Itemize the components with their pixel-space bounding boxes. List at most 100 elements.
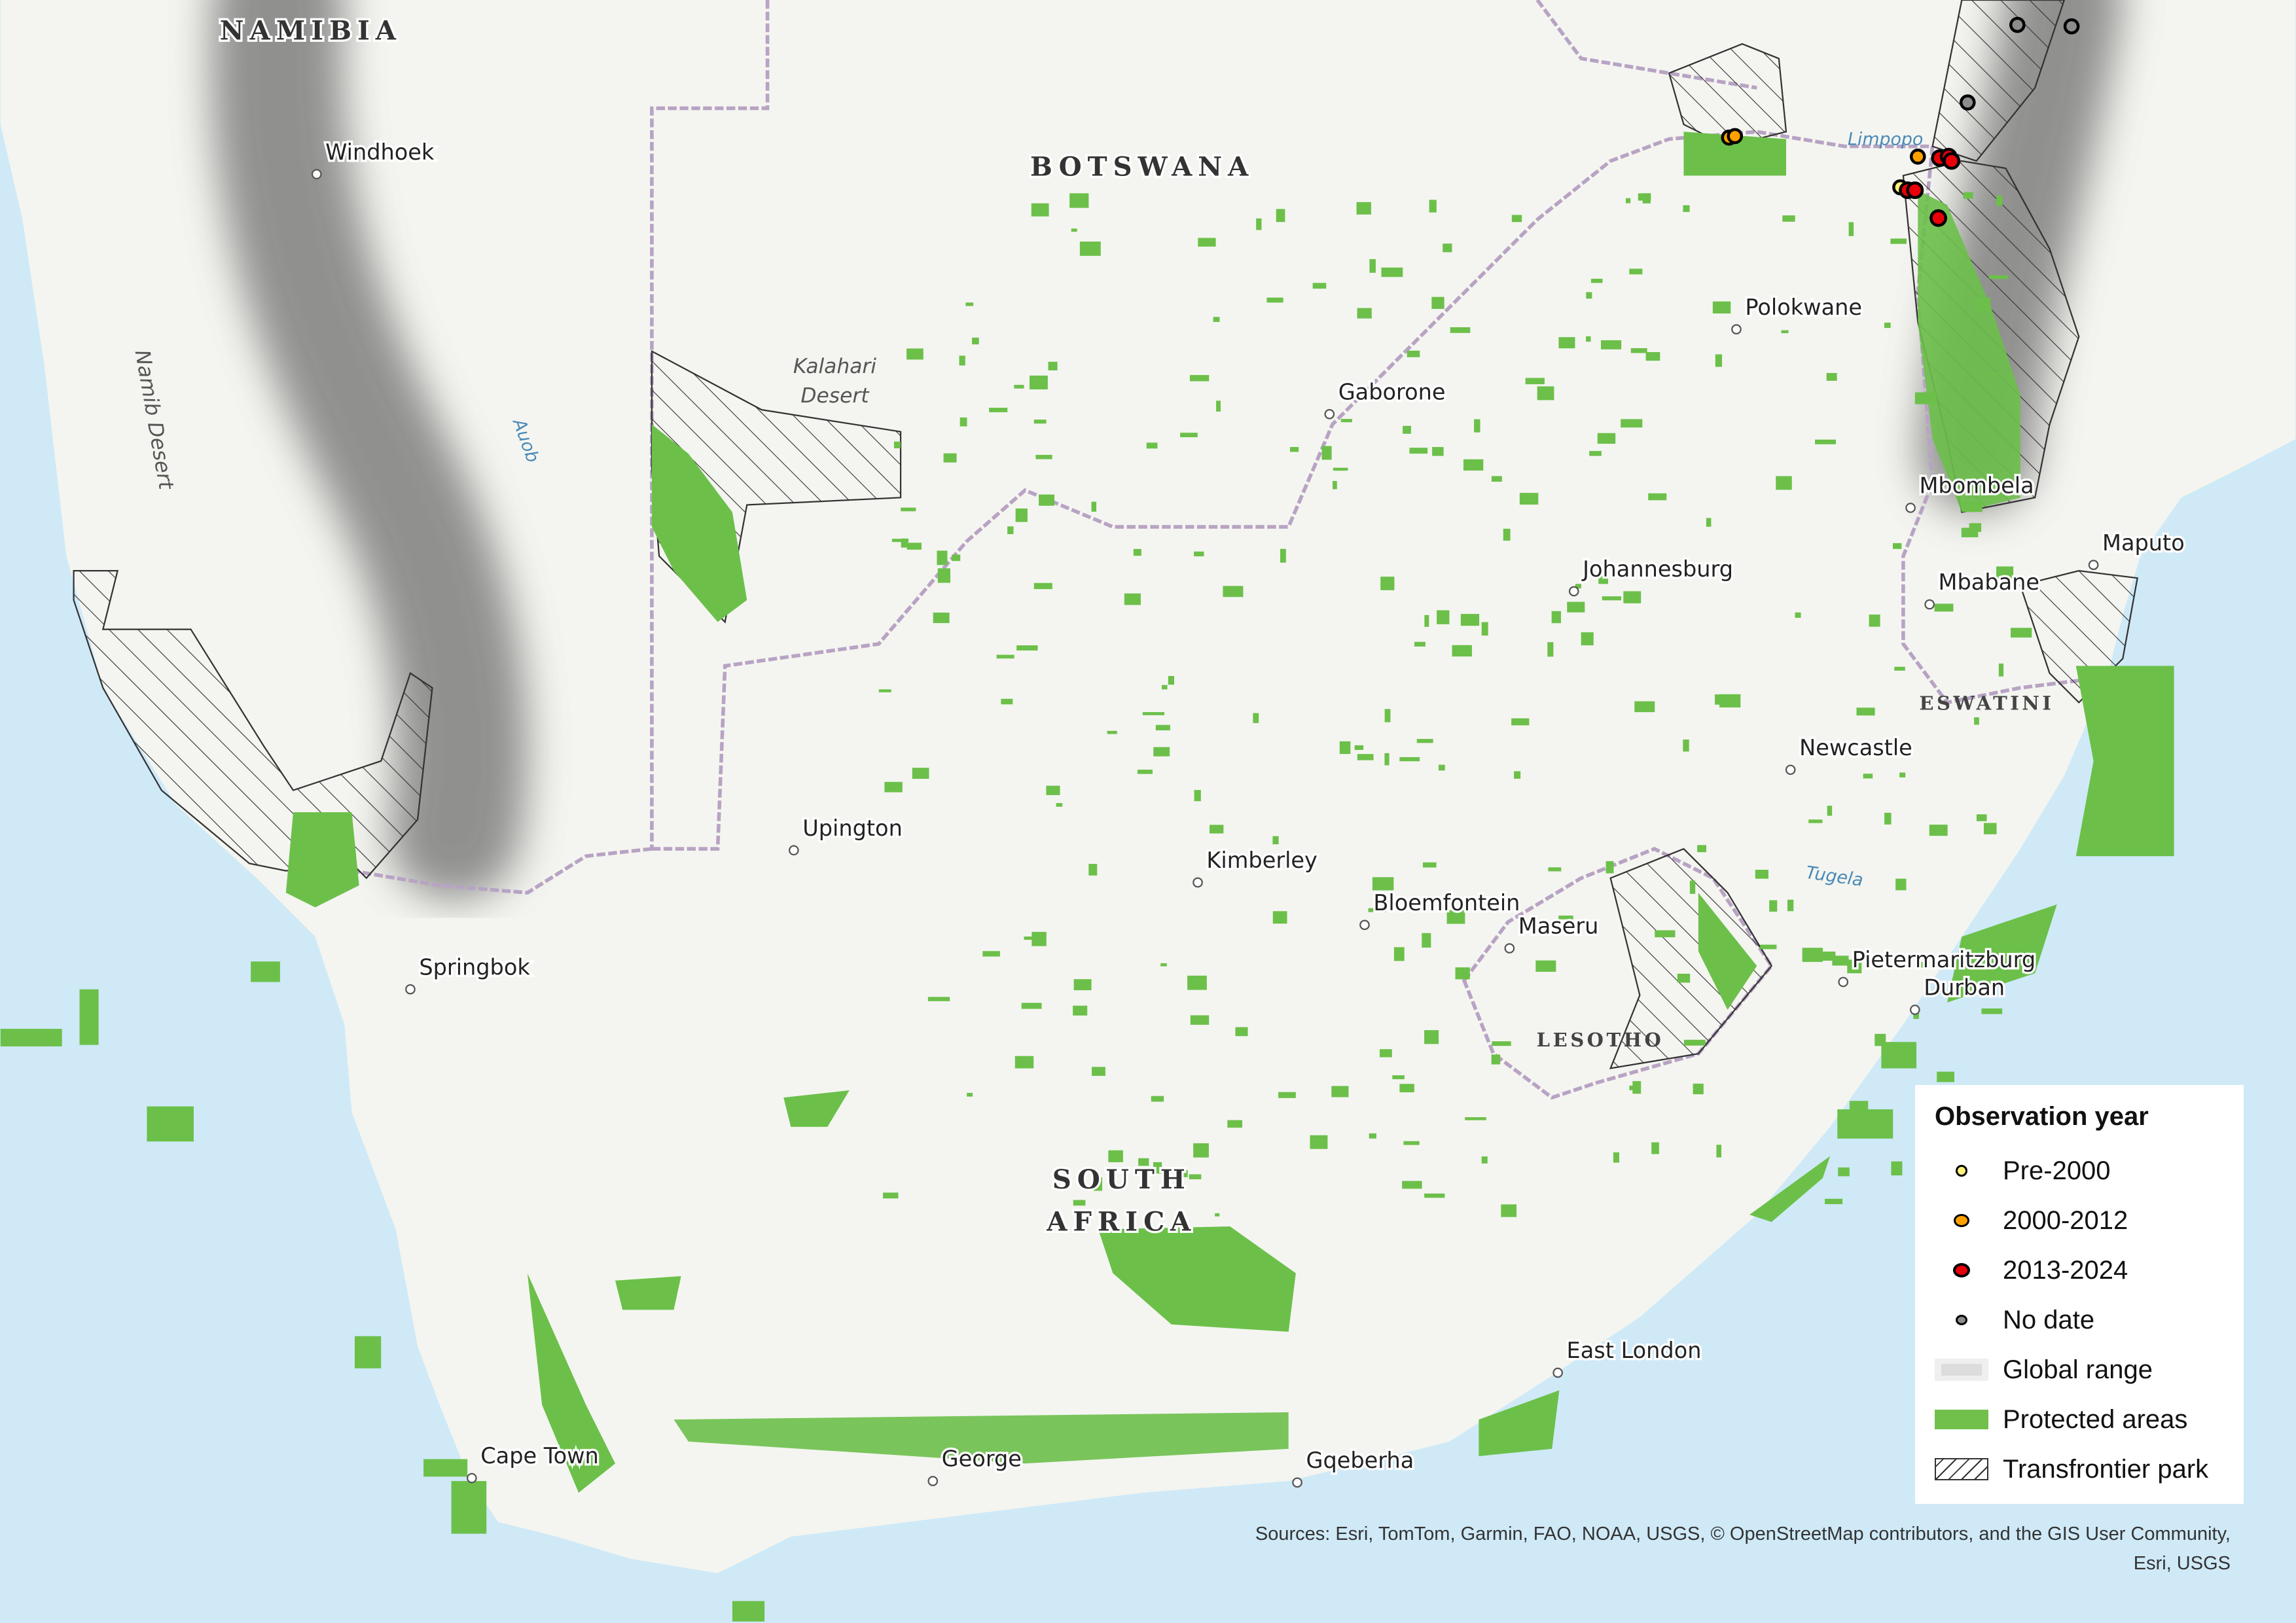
legend: Observation year Pre-2000 2000-2012 2013… xyxy=(1915,1085,2244,1504)
city-dot xyxy=(311,169,322,179)
protected-area xyxy=(1626,198,1631,204)
protected-area xyxy=(960,417,967,427)
attribution: Sources: Esri, TomTom, Garmin, FAO, NOAA… xyxy=(1113,1520,2231,1578)
protected-area xyxy=(1223,586,1244,597)
protected-area xyxy=(1548,867,1562,872)
protected-area xyxy=(1934,603,1954,612)
protected-area xyxy=(1683,205,1690,212)
protected-area xyxy=(1491,476,1502,482)
protected-area xyxy=(1769,900,1778,912)
protected-area xyxy=(1899,772,1906,777)
protected-area xyxy=(1558,337,1575,349)
observation-point[interactable] xyxy=(1943,152,1961,170)
observation-point[interactable] xyxy=(2063,18,2080,35)
protected-area xyxy=(1030,375,1048,390)
protected-area xyxy=(1597,433,1616,444)
protected-area xyxy=(1998,663,2004,677)
protected-area xyxy=(912,768,929,779)
protected-area xyxy=(1481,1156,1488,1164)
protected-area xyxy=(1586,336,1591,342)
protected-area xyxy=(1014,1056,1034,1069)
protected-area xyxy=(1962,501,1982,512)
protected-area xyxy=(1535,960,1556,972)
protected-area xyxy=(1069,193,1089,208)
observation-point[interactable] xyxy=(1960,94,1976,111)
protected-area xyxy=(952,554,961,562)
protected-area xyxy=(1153,747,1170,757)
protected-area xyxy=(943,453,957,463)
yellow-point-icon xyxy=(1956,1165,1967,1177)
protected-area xyxy=(893,441,901,449)
protected-area xyxy=(1551,611,1561,624)
protected-area xyxy=(1438,764,1445,771)
protected-area xyxy=(1151,1096,1164,1102)
protected-area xyxy=(1266,297,1283,303)
protected-area xyxy=(1253,713,1259,723)
protected-area xyxy=(1280,548,1286,563)
city-label: Johannesburg xyxy=(1581,556,1733,582)
protected-area xyxy=(1838,1167,1850,1177)
protected-area xyxy=(1187,975,1207,990)
protected-area xyxy=(1586,292,1592,299)
protected-area xyxy=(996,654,1014,659)
protected-area xyxy=(1399,1084,1414,1093)
protected-swatch-icon xyxy=(1935,1410,1988,1429)
protected-area xyxy=(1781,330,1789,334)
city-dot xyxy=(1785,764,1796,776)
protected-area xyxy=(1847,959,1862,974)
protected-area xyxy=(1621,419,1643,428)
protected-area xyxy=(1808,819,1823,823)
protected-area xyxy=(1894,666,1905,671)
protected-area xyxy=(1073,1200,1086,1206)
protected-area xyxy=(1215,1213,1220,1217)
legend-title: Observation year xyxy=(1935,1102,2149,1131)
city-label: Newcastle xyxy=(1799,735,1912,760)
protected-area xyxy=(1491,1054,1501,1065)
label-limpopo: Limpopo xyxy=(1848,129,1923,149)
protected-area xyxy=(1108,1150,1123,1162)
protected-area xyxy=(1869,615,1880,627)
protected-area xyxy=(1124,593,1141,605)
observation-point[interactable] xyxy=(1727,128,1744,145)
protected-area xyxy=(1422,933,1431,948)
legend-item-2013-2024: 2013-2024 xyxy=(1935,1245,2224,1295)
protected-area xyxy=(1716,1145,1722,1158)
protected-area xyxy=(1213,317,1220,322)
protected-area xyxy=(1369,259,1376,273)
city-label: Mbabane xyxy=(1939,569,2039,595)
protected-area xyxy=(1976,814,1987,821)
protected-area xyxy=(1073,1005,1088,1016)
protected-area xyxy=(1407,350,1420,357)
protected-area xyxy=(1446,910,1465,924)
protected-area xyxy=(1146,442,1158,449)
protected-area xyxy=(1590,278,1603,283)
observation-point[interactable] xyxy=(1909,148,1926,165)
protected-area xyxy=(1891,1161,1903,1176)
protected-area xyxy=(1874,1033,1886,1046)
protected-area xyxy=(1015,508,1028,522)
protected-area xyxy=(1339,741,1351,755)
protected-area xyxy=(1884,812,1892,825)
city-label: Durban xyxy=(1924,975,2005,1001)
protected-area xyxy=(1677,973,1691,983)
observation-point[interactable] xyxy=(1906,181,1924,200)
observation-point[interactable] xyxy=(1929,209,1947,227)
protected-area xyxy=(1091,501,1097,512)
city-label: Upington xyxy=(802,815,903,841)
protected-area xyxy=(937,550,948,565)
protected-area xyxy=(1719,694,1741,708)
protected-area xyxy=(1895,878,1907,891)
protected-area xyxy=(1235,1027,1248,1037)
city-label: Windhoek xyxy=(325,139,435,165)
protected-area xyxy=(1432,447,1444,456)
protected-area xyxy=(1856,707,1875,716)
protected-area xyxy=(1575,584,1581,589)
protected-area xyxy=(1033,582,1052,590)
observation-point[interactable] xyxy=(2009,16,2026,33)
protected-area xyxy=(1160,963,1167,967)
protected-area xyxy=(1354,745,1364,750)
city-dot xyxy=(789,845,799,856)
protected-area xyxy=(1021,1003,1042,1009)
attribution-line-1: Sources: Esri, TomTom, Garmin, FAO, NOAA… xyxy=(1255,1524,2231,1544)
